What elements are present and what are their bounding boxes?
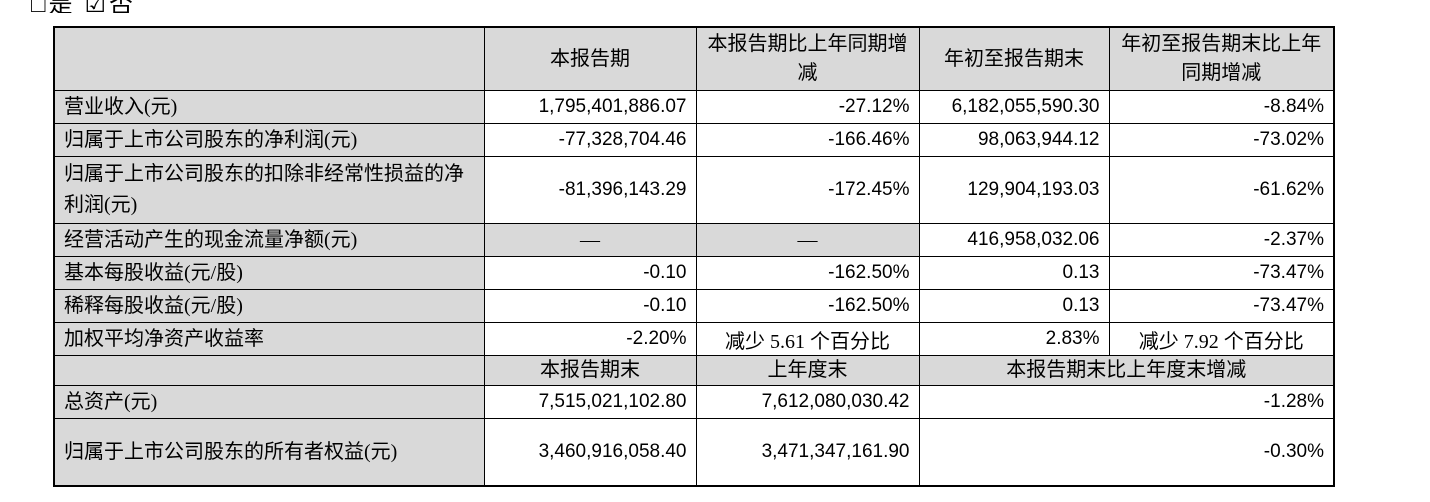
cash-flow-ytd-yoy-value: -2.37% — [1108, 223, 1335, 257]
header-balance-corner-cell — [53, 355, 485, 386]
row-label-net-profit-excl: 归属于上市公司股东的扣除非经常性损益的净利润(元) — [53, 156, 485, 224]
total-assets-prior-value: 7,612,080,030.42 — [695, 385, 920, 419]
basic-eps-ytd-value: 0.13 — [918, 256, 1110, 290]
net-profit-excl-yoy-value: -172.45% — [695, 156, 920, 224]
basic-eps-ytd-yoy-value: -73.47% — [1108, 256, 1335, 290]
net-profit-excl-ytd-yoy-value: -61.62% — [1108, 156, 1335, 224]
header-end-of-prior-year: 上年度末 — [695, 355, 920, 386]
table-row-diluted-eps: 稀释每股收益(元/股) -0.10 -162.50% 0.13 -73.47% — [53, 289, 1335, 323]
total-assets-end-value: 7,515,021,102.80 — [483, 385, 697, 419]
net-profit-yoy-value: -166.46% — [695, 123, 920, 157]
equity-end-value: 3,460,916,058.40 — [483, 418, 697, 487]
revenue-yoy-value: -27.12% — [695, 90, 920, 124]
revenue-ytd-yoy-value: -8.84% — [1108, 90, 1335, 124]
roe-ytd-yoy-text: 减少 7.92 个百分比 — [1108, 322, 1335, 356]
net-profit-current-value: -77,328,704.46 — [483, 123, 697, 157]
yes-no-checkbox-line: □是 ☑否 — [31, 0, 136, 13]
net-profit-ytd-yoy-value: -73.02% — [1108, 123, 1335, 157]
table-row-total-assets: 总资产(元) 7,515,021,102.80 7,612,080,030.42… — [53, 385, 1335, 419]
diluted-eps-current-value: -0.10 — [483, 289, 697, 323]
revenue-current-value: 1,795,401,886.07 — [483, 90, 697, 124]
roe-current-value: -2.20% — [483, 322, 697, 356]
row-label-equity: 归属于上市公司股东的所有者权益(元) — [53, 418, 485, 487]
diluted-eps-ytd-yoy-value: -73.47% — [1108, 289, 1335, 323]
net-profit-excl-ytd-value: 129,904,193.03 — [918, 156, 1110, 224]
diluted-eps-ytd-value: 0.13 — [918, 289, 1110, 323]
table-row-equity: 归属于上市公司股东的所有者权益(元) 3,460,916,058.40 3,47… — [53, 418, 1335, 487]
table-row-net-profit: 归属于上市公司股东的净利润(元) -77,328,704.46 -166.46%… — [53, 123, 1335, 157]
table-row-cash-flow: 经营活动产生的现金流量净额(元) — — 416,958,032.06 -2.3… — [53, 223, 1335, 257]
header-ytd-vs-prior: 年初至报告期末比上年同期增减 — [1108, 26, 1335, 91]
table-row-net-profit-excl: 归属于上市公司股东的扣除非经常性损益的净利润(元) -81,396,143.29… — [53, 156, 1335, 224]
roe-ytd-value: 2.83% — [918, 322, 1110, 356]
equity-change-value: -0.30% — [918, 418, 1335, 487]
row-label-diluted-eps: 稀释每股收益(元/股) — [53, 289, 485, 323]
basic-eps-yoy-value: -162.50% — [695, 256, 920, 290]
cash-flow-current-dash: — — [483, 223, 697, 257]
row-label-total-assets: 总资产(元) — [53, 385, 485, 419]
net-profit-ytd-value: 98,063,944.12 — [918, 123, 1110, 157]
header-current-period: 本报告期 — [483, 26, 697, 91]
yes-no-checkbox-text: □是 ☑否 — [31, 0, 137, 13]
header-row-period: 本报告期 本报告期比上年同期增减 年初至报告期末 年初至报告期末比上年同期增减 — [53, 26, 1335, 91]
header-end-vs-prior-year: 本报告期末比上年度末增减 — [918, 355, 1335, 386]
basic-eps-current-value: -0.10 — [483, 256, 697, 290]
row-label-net-profit: 归属于上市公司股东的净利润(元) — [53, 123, 485, 157]
roe-yoy-text: 减少 5.61 个百分比 — [695, 322, 920, 356]
header-end-of-period: 本报告期末 — [483, 355, 697, 386]
net-profit-excl-current-value: -81,396,143.29 — [483, 156, 697, 224]
table-row-basic-eps: 基本每股收益(元/股) -0.10 -162.50% 0.13 -73.47% — [53, 256, 1335, 290]
diluted-eps-yoy-value: -162.50% — [695, 289, 920, 323]
total-assets-change-value: -1.28% — [918, 385, 1335, 419]
row-label-revenue: 营业收入(元) — [53, 90, 485, 124]
row-label-roe: 加权平均净资产收益率 — [53, 322, 485, 356]
cash-flow-yoy-dash: — — [695, 223, 920, 257]
table-row-roe: 加权平均净资产收益率 -2.20% 减少 5.61 个百分比 2.83% 减少 … — [53, 322, 1335, 356]
header-ytd: 年初至报告期末 — [918, 26, 1110, 91]
header-current-vs-prior: 本报告期比上年同期增减 — [695, 26, 920, 91]
revenue-ytd-value: 6,182,055,590.30 — [918, 90, 1110, 124]
row-label-cash-flow: 经营活动产生的现金流量净额(元) — [53, 223, 485, 257]
header-row-balance: 本报告期末 上年度末 本报告期末比上年度末增减 — [53, 355, 1335, 386]
cash-flow-ytd-value: 416,958,032.06 — [918, 223, 1110, 257]
equity-prior-value: 3,471,347,161.90 — [695, 418, 920, 487]
header-corner-cell — [53, 26, 485, 91]
financial-summary-table: 本报告期 本报告期比上年同期增减 年初至报告期末 年初至报告期末比上年同期增减 … — [53, 26, 1335, 487]
row-label-basic-eps: 基本每股收益(元/股) — [53, 256, 485, 290]
table-row-revenue: 营业收入(元) 1,795,401,886.07 -27.12% 6,182,0… — [53, 90, 1335, 124]
